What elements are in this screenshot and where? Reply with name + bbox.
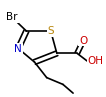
- Text: OH: OH: [87, 56, 103, 66]
- Text: N: N: [14, 43, 22, 54]
- Text: O: O: [79, 36, 87, 46]
- Text: Br: Br: [6, 12, 18, 23]
- Text: S: S: [47, 26, 54, 36]
